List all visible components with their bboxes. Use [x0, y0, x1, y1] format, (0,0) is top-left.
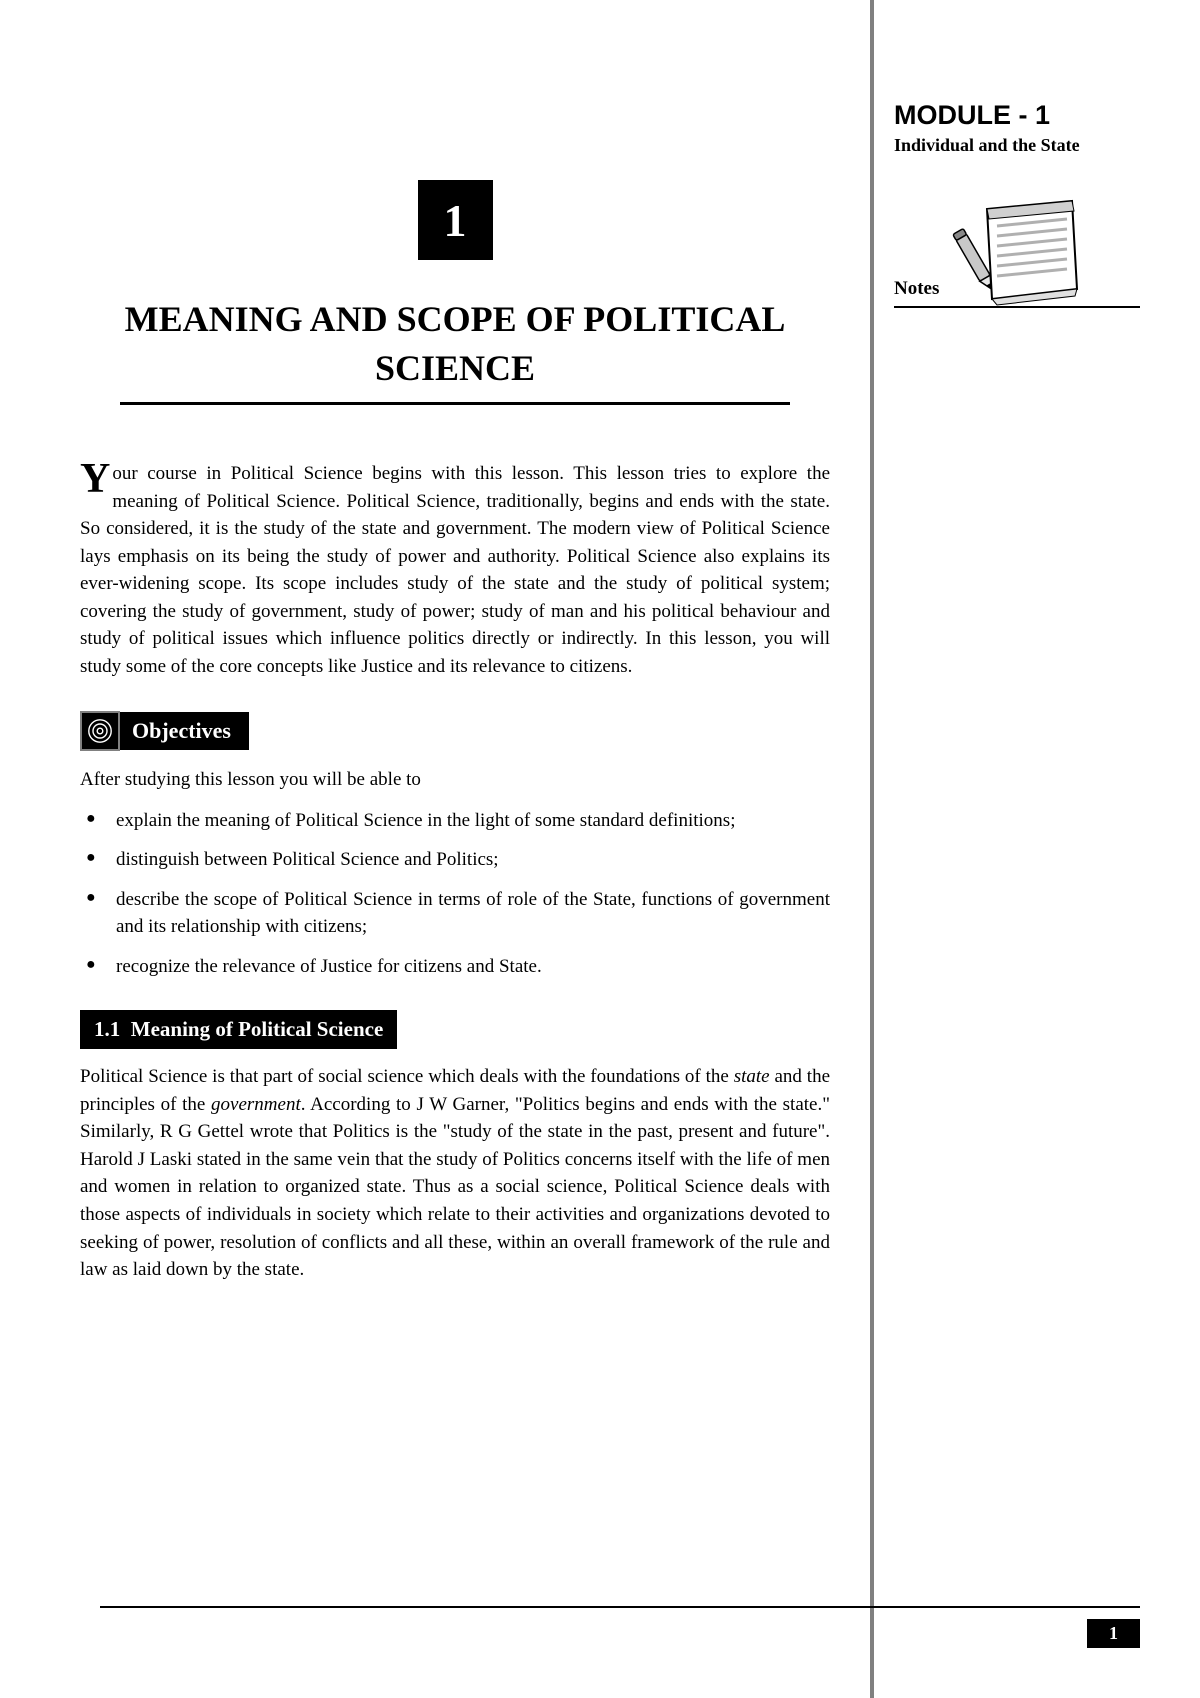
section-title: Meaning of Political Science	[131, 1017, 384, 1041]
objective-item: explain the meaning of Political Science…	[80, 807, 830, 835]
section-body: Political Science is that part of social…	[80, 1063, 830, 1283]
section-header: 1.1 Meaning of Political Science	[80, 1010, 397, 1049]
footer-rule	[100, 1606, 1140, 1608]
dropcap: Y	[80, 462, 110, 498]
objectives-list: explain the meaning of Political Science…	[80, 807, 830, 981]
objectives-label: Objectives	[120, 712, 249, 750]
sidebar: MODULE - 1 Individual and the State Note…	[870, 0, 1200, 1698]
page: 1 MEANING AND SCOPE OF POLITICAL SCIENCE…	[0, 0, 1200, 1698]
section-number: 1.1	[94, 1017, 120, 1041]
module-title: MODULE - 1	[894, 100, 1140, 131]
page-number: 1	[1087, 1619, 1140, 1648]
intro-paragraph: Your course in Political Science begins …	[80, 460, 830, 680]
module-subtitle: Individual and the State	[894, 135, 1140, 156]
notepad-icon	[949, 196, 1079, 306]
objective-item: describe the scope of Political Science …	[80, 886, 830, 941]
chapter-title: MEANING AND SCOPE OF POLITICAL SCIENCE	[120, 295, 790, 405]
intro-text: our course in Political Science begins w…	[80, 463, 830, 677]
chapter-number: 1	[444, 194, 467, 247]
chapter-number-box: 1	[418, 180, 493, 260]
target-icon	[80, 711, 120, 751]
main-column: 1 MEANING AND SCOPE OF POLITICAL SCIENCE…	[0, 0, 870, 1698]
objective-item: recognize the relevance of Justice for c…	[80, 953, 830, 981]
objectives-header: Objectives	[80, 711, 830, 751]
notes-label: Notes	[894, 278, 939, 306]
objective-item: distinguish between Political Science an…	[80, 846, 830, 874]
notes-row: Notes	[894, 196, 1140, 308]
objectives-intro: After studying this lesson you will be a…	[80, 769, 830, 791]
